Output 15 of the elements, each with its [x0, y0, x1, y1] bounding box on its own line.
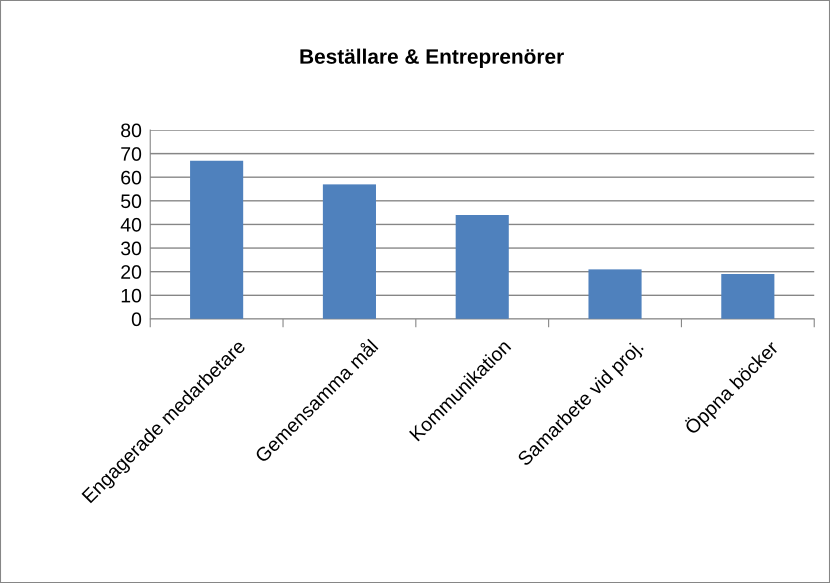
bar — [721, 274, 774, 319]
bar — [322, 184, 376, 319]
y-tick-label: 30 — [121, 242, 142, 256]
y-tick-label: 20 — [121, 265, 142, 279]
y-tick-label: 40 — [120, 218, 142, 232]
y-tick-label: 60 — [121, 170, 142, 184]
y-tick-label: 0 — [132, 312, 142, 326]
y-tick-label: 50 — [121, 194, 142, 208]
y-tick-label: 10 — [122, 288, 142, 303]
bar — [456, 215, 509, 319]
bar — [190, 160, 244, 319]
chart-title: Beställare & Entreprenörer — [300, 48, 564, 68]
y-tick-label: 80 — [121, 123, 142, 138]
y-tick-label: 70 — [121, 147, 142, 161]
bar — [588, 269, 642, 319]
